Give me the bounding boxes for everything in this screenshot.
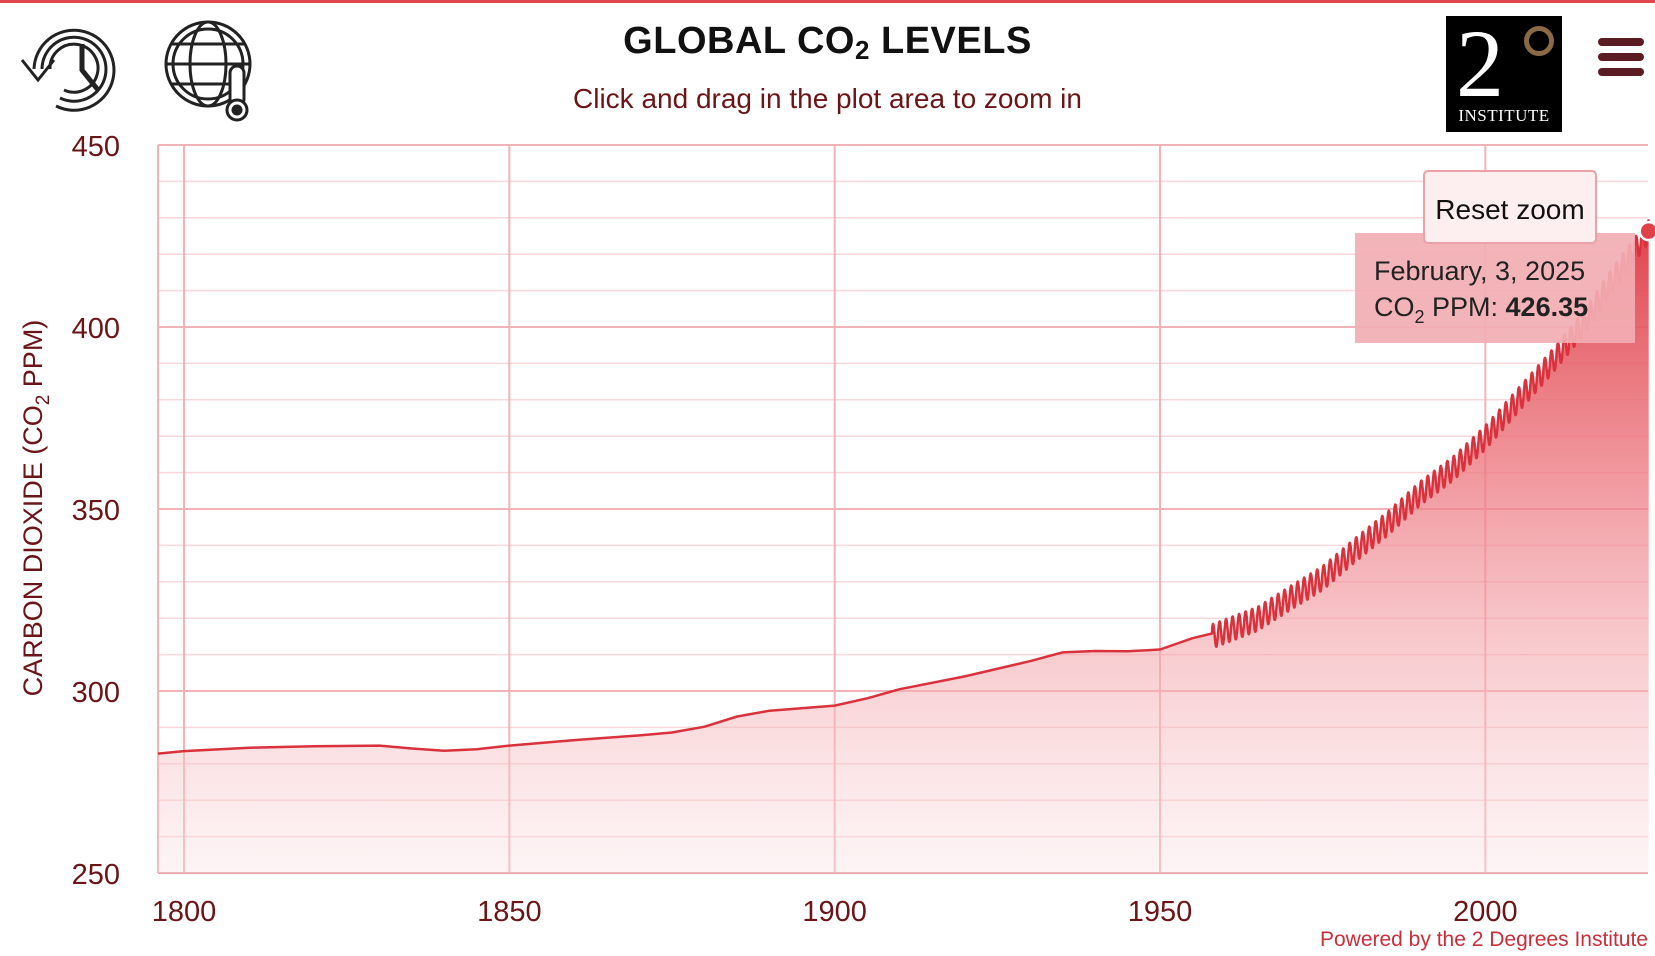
tooltip-date: February, 3, 2025 [1374,256,1585,286]
x-tick-label: 1850 [477,896,542,928]
chart-header: GLOBAL CO2 LEVELS Click and drag in the … [0,18,1655,116]
current-value-marker [1638,220,1655,242]
y-tick-label: 350 [72,495,120,527]
y-tick-label: 400 [72,313,120,345]
data-tooltip: February, 3, 2025 CO2 PPM: 426.35 [1355,233,1635,343]
history-clock-icon[interactable] [16,14,126,124]
globe-thermometer-icon[interactable] [158,14,268,124]
top-accent-rule [0,0,1655,3]
y-tick-label: 250 [72,859,120,891]
degree-ring [1524,26,1554,56]
two-degrees-institute-logo[interactable]: 2 INSTITUTE [1446,14,1562,132]
svg-text:Reset zoom: Reset zoom [1435,194,1584,225]
x-tick-label: 2000 [1453,896,1518,928]
co2-series-line [157,219,1650,755]
y-axis-title: CARBON DIOXIDE (CO2 PPM) [18,320,54,697]
chart-title: GLOBAL CO2 LEVELS [623,20,1032,65]
x-tick-label: 1950 [1128,896,1193,928]
chart-subtitle: Click and drag in the plot area to zoom … [573,83,1082,114]
x-tick-label: 1900 [802,896,867,928]
powered-by-credit[interactable]: Powered by the 2 Degrees Institute [1319,928,1648,951]
hamburger-menu-icon[interactable] [1598,38,1644,76]
x-tick-label: 1800 [152,896,217,928]
reset-zoom-button[interactable]: Reset zoom [1423,170,1597,244]
tooltip-value: CO2 PPM: 426.35 [1374,292,1588,327]
co2-area-fill [158,220,1649,873]
y-tick-label: 300 [72,677,120,709]
y-tick-label: 450 [72,131,120,163]
